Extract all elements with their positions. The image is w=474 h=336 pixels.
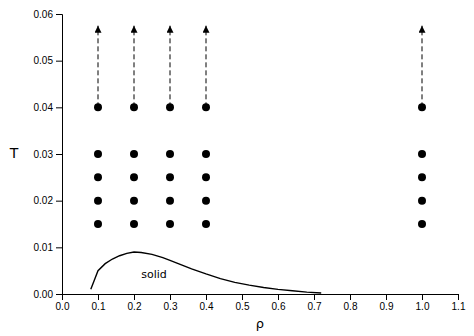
- arrow: [98, 26, 99, 108]
- x-tick-label: 0.5: [236, 301, 250, 312]
- annotation: solid: [141, 268, 167, 281]
- plot: 0.0 0.1 0.2 0.3 0.4 0.5 0.6 0.7 0.8 0.9 1.0 1.1 0.00…: [9, 9, 466, 331]
- point: [166, 220, 174, 228]
- point: [94, 197, 102, 205]
- x-tick-label: 0.6: [272, 301, 286, 312]
- x-tick-mark: [170, 294, 171, 300]
- x-tick-mark: [386, 294, 387, 300]
- point: [130, 150, 138, 158]
- chart: 0.0 0.1 0.2 0.3 0.4 0.5 0.6 0.7 0.8 0.9 1.0 1.1 0.00…: [0, 0, 474, 336]
- point: [94, 220, 102, 228]
- x-axis-label: ρ: [256, 316, 264, 331]
- x-axis-line: [63, 295, 459, 301]
- x-tick: 0.8: [344, 294, 358, 312]
- y-tick: 0.06: [34, 9, 62, 20]
- y-tick-mark: [56, 294, 62, 295]
- y-tick: 0.02: [34, 195, 62, 206]
- x-tick: 1.0: [416, 294, 430, 312]
- scatter-series: [94, 103, 426, 228]
- x-tick: 0.5: [236, 294, 250, 312]
- x-tick: 0.9: [380, 294, 394, 312]
- point: [130, 173, 138, 181]
- line: [91, 252, 321, 293]
- point: [202, 173, 210, 181]
- y-tick: 0.01: [34, 242, 62, 253]
- y-tick-label: 0.05: [34, 55, 54, 66]
- x-tick-label: 0.8: [344, 301, 358, 312]
- x-tick-label: 0.1: [92, 301, 106, 312]
- x-tick: 0.0: [56, 294, 70, 312]
- point: [166, 197, 174, 205]
- y-axis: 0.00 0.01 0.02 0.03 0.04 0.05 0.06: [34, 9, 63, 300]
- x-tick: 0.4: [200, 294, 214, 312]
- x-tick-mark: [314, 294, 315, 300]
- arrow: [422, 26, 423, 108]
- x-tick-label: 1.1: [452, 301, 466, 312]
- x-tick-mark: [98, 294, 99, 300]
- y-tick-label: 0.01: [34, 242, 54, 253]
- x-tick-label: 0.7: [308, 301, 322, 312]
- x-tick-mark: [422, 294, 423, 300]
- point: [202, 220, 210, 228]
- y-tick-label: 0.06: [34, 9, 54, 20]
- y-tick: 0.00: [34, 289, 62, 300]
- y-tick-mark: [56, 14, 62, 15]
- x-tick-label: 0.2: [128, 301, 142, 312]
- y-tick: 0.03: [34, 149, 62, 160]
- x-tick: 0.3: [164, 294, 178, 312]
- point: [94, 173, 102, 181]
- y-tick-mark: [56, 201, 62, 202]
- y-tick-mark: [56, 61, 62, 62]
- x-tick-mark: [350, 294, 351, 300]
- x-tick-mark: [134, 294, 135, 300]
- x-tick-label: 0.3: [164, 301, 178, 312]
- arrow: [134, 26, 135, 108]
- y-axis-label: T: [9, 145, 19, 161]
- x-tick-mark: [278, 294, 279, 300]
- point: [202, 197, 210, 205]
- arrow: [170, 26, 171, 108]
- point: [418, 220, 426, 228]
- arrow: [206, 26, 207, 108]
- x-tick-label: 0.9: [380, 301, 394, 312]
- x-tick-mark: [242, 294, 243, 300]
- marks: [91, 26, 426, 293]
- y-tick: 0.05: [34, 55, 62, 66]
- y-tick-mark: [56, 107, 62, 108]
- x-tick-mark: [206, 294, 207, 300]
- y-axis-line: [56, 15, 63, 295]
- y-tick-mark: [56, 247, 62, 248]
- point: [166, 150, 174, 158]
- y-tick-label: 0.00: [34, 289, 54, 300]
- y-tick-label: 0.04: [34, 102, 54, 113]
- x-tick: 0.6: [272, 294, 286, 312]
- x-tick: 0.7: [308, 294, 322, 312]
- y-tick-label: 0.02: [34, 195, 54, 206]
- point: [418, 173, 426, 181]
- point: [202, 150, 210, 158]
- x-tick: 0.2: [128, 294, 142, 312]
- y-tick-mark: [56, 154, 62, 155]
- x-axis: 0.0 0.1 0.2 0.3 0.4 0.5 0.6 0.7 0.8 0.9 1.0 1.1: [56, 294, 466, 312]
- point: [130, 197, 138, 205]
- point: [166, 173, 174, 181]
- x-tick: 1.1: [452, 294, 466, 312]
- x-tick-label: 0.0: [56, 301, 70, 312]
- y-tick: 0.04: [34, 102, 62, 113]
- point: [418, 150, 426, 158]
- y-tick-label: 0.03: [34, 149, 54, 160]
- x-tick-label: 1.0: [416, 301, 430, 312]
- x-tick-mark: [458, 294, 459, 300]
- x-tick-label: 0.4: [200, 301, 214, 312]
- point: [94, 150, 102, 158]
- point: [130, 220, 138, 228]
- x-tick: 0.1: [92, 294, 106, 312]
- point: [418, 197, 426, 205]
